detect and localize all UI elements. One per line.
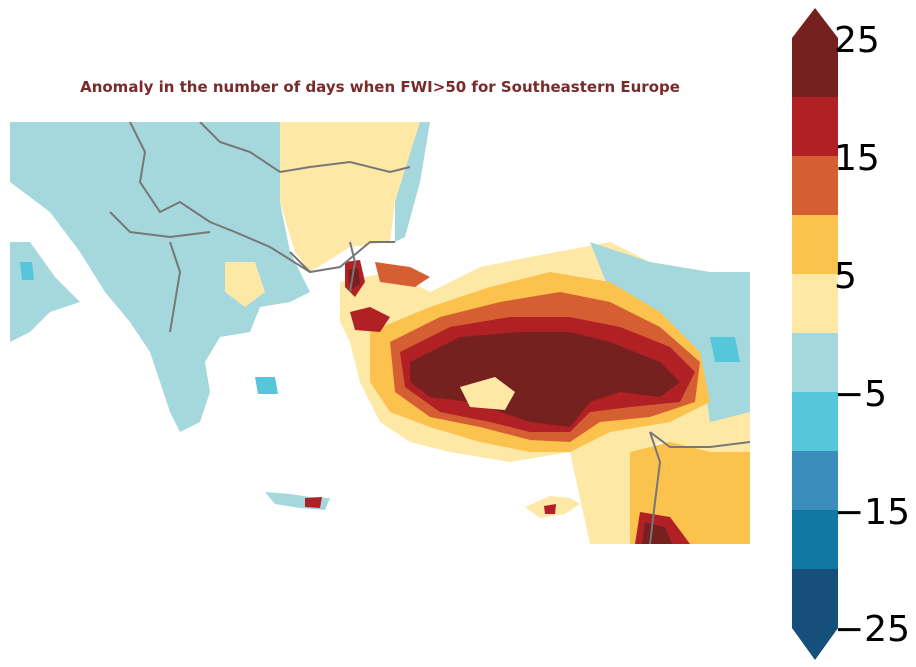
colorbar-segment [792, 156, 838, 216]
black-sea-coast [395, 122, 430, 242]
colorbar-segment [792, 215, 838, 275]
negative-spot-aegean [255, 377, 278, 394]
colorbar-tick-15: 15 [834, 138, 880, 179]
colorbar-segment [792, 569, 838, 629]
negative-spot-italy [20, 262, 34, 280]
anatolia-inner-yellow [460, 377, 515, 410]
colorbar-segment [792, 451, 838, 511]
marmara-orange [375, 262, 430, 287]
greece-yellow [225, 262, 265, 307]
colorbar [792, 8, 838, 660]
colorbar-extend-min [792, 628, 838, 660]
romania-bulgaria-yellow [280, 122, 420, 272]
negative-spot-east [710, 337, 740, 362]
colorbar-segment [792, 97, 838, 157]
levant-extreme [642, 522, 672, 544]
colorbar-segment [792, 38, 838, 98]
colorbar-tick-neg25: −25 [834, 609, 910, 650]
fwi-anomaly-map [10, 122, 750, 544]
colorbar-segment [792, 392, 838, 452]
colorbar-tick-neg5: −5 [834, 374, 888, 415]
marmara-red [350, 307, 390, 332]
colorbar-segment [792, 333, 838, 393]
cyprus-hotspot [544, 504, 556, 514]
colorbar-segment [792, 274, 838, 334]
colorbar-segment [792, 510, 838, 570]
country-borders [109, 122, 750, 544]
colorbar-tick-neg15: −15 [834, 492, 910, 533]
crete-hotspot [305, 497, 322, 508]
italy-land [10, 242, 80, 342]
colorbar-tick-25: 25 [834, 20, 880, 61]
colorbar-extend-max [792, 8, 838, 38]
balkans-land [10, 122, 310, 432]
map-title: Anomaly in the number of days when FWI>5… [80, 78, 680, 96]
colorbar-tick-5: 5 [834, 256, 857, 297]
